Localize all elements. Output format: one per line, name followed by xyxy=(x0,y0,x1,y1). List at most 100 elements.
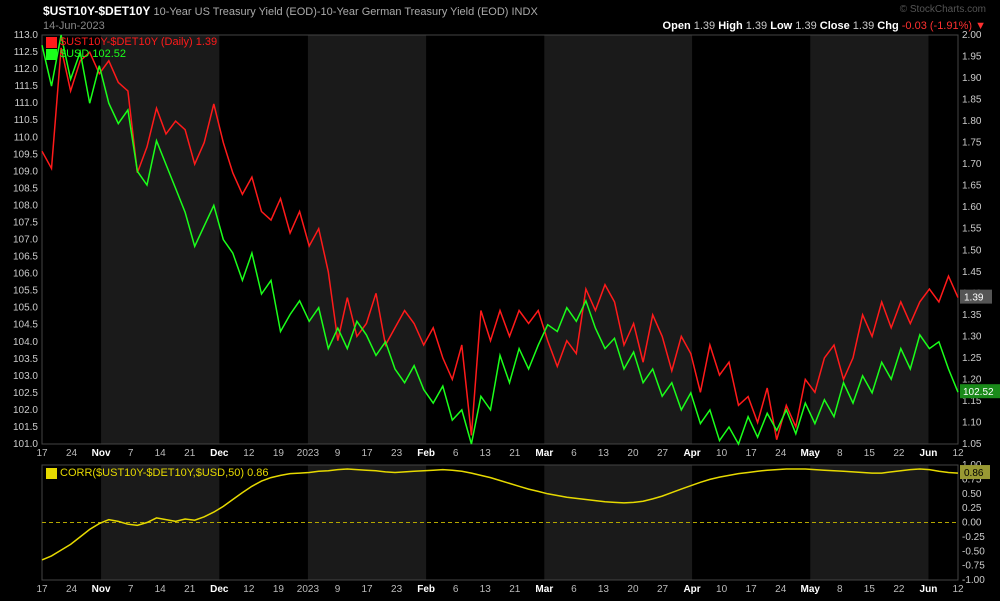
svg-text:1.55: 1.55 xyxy=(962,224,982,235)
svg-text:107.0: 107.0 xyxy=(13,235,38,246)
svg-text:Feb: Feb xyxy=(417,448,435,459)
svg-text:15: 15 xyxy=(864,584,876,595)
svg-text:2023: 2023 xyxy=(297,584,320,595)
svg-text:111.5: 111.5 xyxy=(14,81,38,92)
svg-text:-0.25: -0.25 xyxy=(962,532,985,543)
svg-text:Jun: Jun xyxy=(920,584,938,595)
svg-text:Dec: Dec xyxy=(210,584,229,595)
svg-text:1.25: 1.25 xyxy=(962,353,982,364)
svg-text:10: 10 xyxy=(716,448,728,459)
legend-main: $UST10Y-$DET10Y (Daily) 1.39 $USD 102.52 xyxy=(46,36,217,60)
legend-swatch xyxy=(46,49,57,60)
legend-swatch xyxy=(46,468,57,479)
svg-text:23: 23 xyxy=(391,584,403,595)
svg-text:1.39: 1.39 xyxy=(964,293,984,304)
symbol-description: 10-Year US Treasury Yield (EOD)-10-Year … xyxy=(153,6,537,18)
svg-text:104.0: 104.0 xyxy=(13,337,38,348)
svg-text:20: 20 xyxy=(627,584,639,595)
svg-text:104.5: 104.5 xyxy=(13,320,38,331)
chart-canvas: 1724Nov71421Dec1219202391723Feb61321Mar6… xyxy=(0,0,1000,601)
svg-text:1.85: 1.85 xyxy=(962,95,982,106)
svg-text:108.5: 108.5 xyxy=(13,183,38,194)
svg-text:19: 19 xyxy=(273,584,285,595)
svg-text:Apr: Apr xyxy=(683,448,700,459)
svg-text:107.5: 107.5 xyxy=(13,217,38,228)
svg-text:1.45: 1.45 xyxy=(962,267,982,278)
svg-text:12: 12 xyxy=(243,584,255,595)
legend-item: $USD 102.52 xyxy=(46,48,217,60)
svg-text:24: 24 xyxy=(775,448,787,459)
svg-text:9: 9 xyxy=(335,584,341,595)
svg-text:112.0: 112.0 xyxy=(14,64,39,75)
svg-text:17: 17 xyxy=(746,448,758,459)
svg-text:Mar: Mar xyxy=(535,584,553,595)
svg-text:112.5: 112.5 xyxy=(14,47,39,58)
svg-text:-1.00: -1.00 xyxy=(962,575,985,586)
symbol: $UST10Y-$DET10Y xyxy=(43,4,150,18)
svg-text:102.0: 102.0 xyxy=(13,405,38,416)
svg-text:22: 22 xyxy=(893,584,905,595)
chart-header: $UST10Y-$DET10Y 10-Year US Treasury Yiel… xyxy=(43,4,992,34)
svg-text:24: 24 xyxy=(66,448,78,459)
svg-text:17: 17 xyxy=(361,448,373,459)
svg-text:21: 21 xyxy=(509,448,521,459)
svg-text:Jun: Jun xyxy=(920,448,938,459)
svg-text:Feb: Feb xyxy=(417,584,435,595)
chart-date: 14-Jun-2023 xyxy=(43,20,105,32)
legend-item: $UST10Y-$DET10Y (Daily) 1.39 xyxy=(46,36,217,48)
svg-text:8: 8 xyxy=(837,448,843,459)
svg-text:1.90: 1.90 xyxy=(962,73,982,84)
svg-text:1.95: 1.95 xyxy=(962,52,982,63)
svg-text:102.52: 102.52 xyxy=(963,387,994,398)
svg-text:105.5: 105.5 xyxy=(13,286,38,297)
svg-text:106.5: 106.5 xyxy=(13,252,38,263)
svg-text:110.0: 110.0 xyxy=(14,132,39,143)
svg-text:6: 6 xyxy=(453,448,459,459)
svg-text:-0.50: -0.50 xyxy=(962,546,985,557)
svg-text:Apr: Apr xyxy=(683,584,700,595)
svg-text:24: 24 xyxy=(775,584,787,595)
svg-text:6: 6 xyxy=(571,448,577,459)
svg-text:1.10: 1.10 xyxy=(962,417,982,428)
svg-text:6: 6 xyxy=(571,584,577,595)
svg-text:6: 6 xyxy=(453,584,459,595)
svg-text:7: 7 xyxy=(128,448,134,459)
svg-text:Nov: Nov xyxy=(92,448,111,459)
svg-text:1.70: 1.70 xyxy=(962,159,982,170)
svg-text:17: 17 xyxy=(36,448,48,459)
svg-text:106.0: 106.0 xyxy=(13,269,38,280)
svg-text:1.75: 1.75 xyxy=(962,138,982,149)
svg-text:21: 21 xyxy=(184,448,196,459)
svg-text:1.05: 1.05 xyxy=(962,439,982,450)
svg-text:101.5: 101.5 xyxy=(13,422,38,433)
legend-swatch xyxy=(46,37,57,48)
svg-text:1.60: 1.60 xyxy=(962,202,982,213)
svg-text:2023: 2023 xyxy=(297,448,320,459)
svg-text:1.20: 1.20 xyxy=(962,374,982,385)
svg-text:13: 13 xyxy=(598,448,610,459)
svg-text:20: 20 xyxy=(627,448,639,459)
svg-text:19: 19 xyxy=(273,448,285,459)
svg-text:14: 14 xyxy=(155,584,167,595)
svg-text:10: 10 xyxy=(716,584,728,595)
svg-text:21: 21 xyxy=(509,584,521,595)
svg-text:Dec: Dec xyxy=(210,448,229,459)
svg-text:27: 27 xyxy=(657,584,669,595)
svg-text:108.0: 108.0 xyxy=(13,200,38,211)
svg-text:May: May xyxy=(801,584,821,595)
svg-text:1.50: 1.50 xyxy=(962,245,982,256)
svg-text:8: 8 xyxy=(837,584,843,595)
svg-text:23: 23 xyxy=(391,448,403,459)
svg-text:17: 17 xyxy=(36,584,48,595)
svg-text:111.0: 111.0 xyxy=(14,98,38,109)
legend-sub: CORR($UST10Y-$DET10Y,$USD,50) 0.86 xyxy=(46,467,268,479)
svg-text:0.00: 0.00 xyxy=(962,518,982,529)
chg-value: -0.03 (-1.91%) xyxy=(902,20,972,32)
svg-text:103.5: 103.5 xyxy=(13,354,38,365)
svg-text:9: 9 xyxy=(335,448,341,459)
svg-text:0.50: 0.50 xyxy=(962,489,982,500)
watermark: © StockCharts.com xyxy=(900,4,986,15)
svg-text:May: May xyxy=(801,448,821,459)
svg-text:110.5: 110.5 xyxy=(14,115,39,126)
svg-text:13: 13 xyxy=(480,584,492,595)
